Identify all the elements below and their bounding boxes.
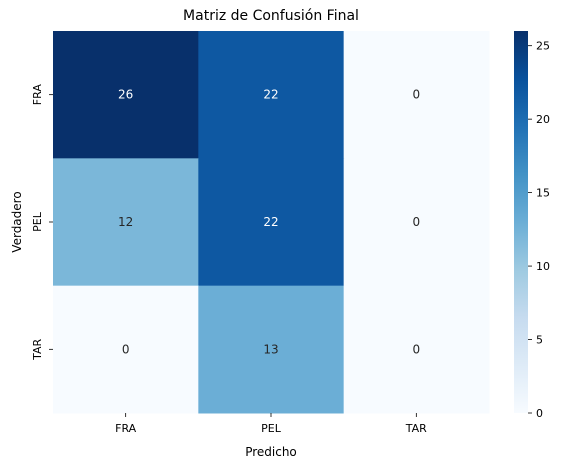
heatmap-cell (198, 31, 345, 159)
heatmap-cell (343, 158, 490, 287)
heatmap-cell (198, 158, 345, 287)
colorbar (514, 31, 528, 413)
heatmap-cell (198, 285, 345, 414)
heatmap-cell (53, 158, 199, 287)
y-tick-label: PEL (31, 211, 44, 232)
cell-value-label: 0 (413, 342, 421, 356)
y-tick-label: FRA (31, 84, 44, 106)
y-tick-label: TAR (31, 338, 44, 360)
colorbar-tick-label: 25 (536, 40, 550, 53)
x-tick-label: TAR (405, 422, 427, 435)
heatmap-cell (343, 285, 490, 414)
colorbar-tick-label: 0 (536, 407, 543, 420)
y-axis-label: Verdadero (10, 191, 24, 252)
y-axis-ticks: FRA PEL TAR (31, 84, 53, 361)
heatmap-cell (343, 31, 490, 159)
cell-value-label: 12 (118, 215, 133, 229)
x-axis-ticks: FRA PEL TAR (115, 413, 427, 435)
colorbar-tick-label: 15 (536, 187, 550, 200)
x-tick-label: PEL (261, 422, 282, 435)
cell-value-label: 22 (263, 88, 278, 102)
cell-value-label: 26 (118, 88, 133, 102)
colorbar-tick-label: 10 (536, 260, 550, 273)
colorbar-tick-label: 5 (536, 334, 543, 347)
cell-value-label: 0 (413, 88, 421, 102)
heatmap-cell (53, 31, 199, 159)
colorbar-tick-label: 20 (536, 113, 550, 126)
cell-value-label: 0 (122, 342, 130, 356)
x-axis-label: Predicho (245, 445, 297, 459)
cell-value-label: 22 (263, 215, 278, 229)
heatmap-cell (53, 285, 199, 414)
x-tick-label: FRA (115, 422, 137, 435)
chart-title: Matriz de Confusión Final (183, 8, 359, 24)
heatmap-cells: 26 22 0 12 22 0 0 13 0 (53, 31, 490, 414)
cell-value-label: 0 (413, 215, 421, 229)
cell-value-label: 13 (263, 342, 278, 356)
colorbar-ticks: 0 5 10 15 20 25 (528, 40, 550, 420)
